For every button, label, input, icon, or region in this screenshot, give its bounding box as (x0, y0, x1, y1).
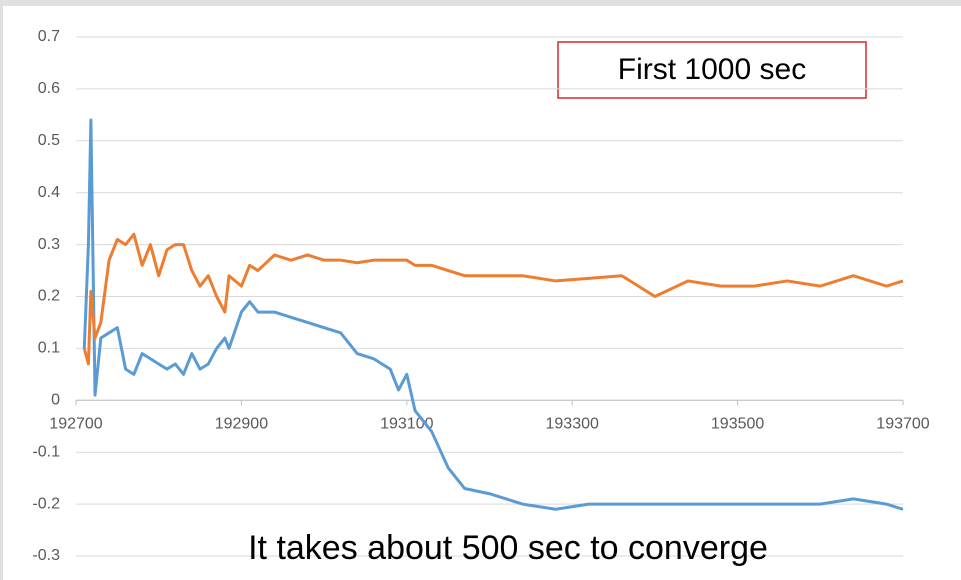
y-tick-label: 0.7 (38, 28, 60, 45)
annotation: It takes about 500 sec to converge (248, 529, 768, 567)
y-tick-label: -0.2 (32, 495, 60, 512)
x-tick-label: 193700 (876, 416, 929, 433)
y-tick-label: 0.1 (38, 340, 60, 357)
x-tick-label: 193300 (546, 416, 599, 433)
y-tick-label: 0 (51, 392, 60, 409)
x-tick-label: 193500 (711, 416, 764, 433)
y-tick-label: -0.3 (32, 547, 60, 564)
series-line (82, 118, 904, 511)
y-tick-label: 0.2 (38, 288, 60, 305)
y-tick-label: -0.1 (32, 443, 60, 460)
x-tick-label: 192900 (215, 416, 268, 433)
x-tick-label: 192700 (49, 416, 102, 433)
y-tick-label: 0.4 (38, 184, 60, 201)
top-border (0, 0, 961, 6)
y-tick-label: 0.3 (38, 236, 60, 253)
y-tick-label: 0.6 (38, 80, 60, 97)
series-line (82, 232, 904, 366)
x-tick-label: 193100 (380, 416, 433, 433)
left-border (0, 0, 3, 580)
annotation: First 1000 sec (618, 53, 806, 86)
y-tick-label: 0.5 (38, 132, 60, 149)
